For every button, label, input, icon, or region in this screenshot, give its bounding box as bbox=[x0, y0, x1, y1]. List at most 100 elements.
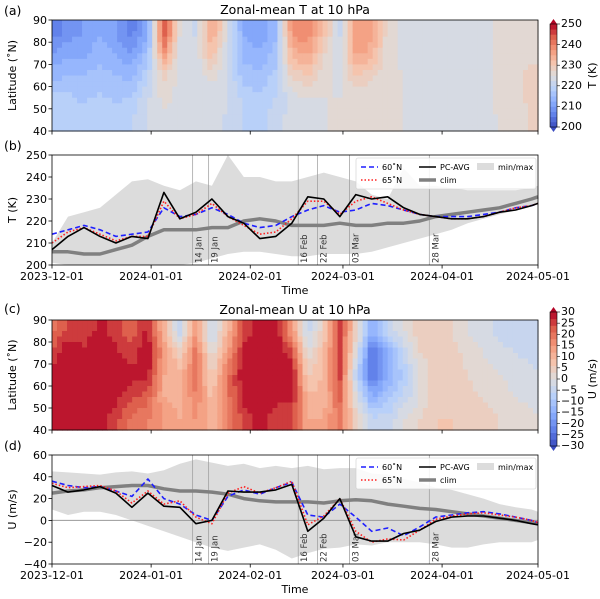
heatmap-cell bbox=[512, 375, 519, 382]
heatmap-cell bbox=[317, 408, 324, 415]
heatmap-cell bbox=[237, 397, 243, 404]
heatmap-cell bbox=[347, 47, 354, 54]
heatmap-cell bbox=[267, 103, 274, 110]
heatmap-cell bbox=[77, 36, 83, 43]
heatmap-cell bbox=[342, 31, 349, 38]
heatmap-cell bbox=[117, 419, 123, 426]
heatmap-cell bbox=[157, 325, 163, 332]
heatmap-cell bbox=[502, 25, 509, 32]
heatmap-cell bbox=[302, 320, 309, 327]
heatmap-cell bbox=[442, 42, 449, 49]
colorbar-segment bbox=[550, 65, 557, 71]
heatmap-cell bbox=[132, 408, 138, 415]
heatmap-cell bbox=[127, 25, 133, 32]
heatmap-cell bbox=[477, 358, 484, 365]
heatmap-cell bbox=[532, 92, 539, 99]
heatmap-cell bbox=[82, 81, 88, 88]
heatmap-cell bbox=[252, 81, 259, 88]
heatmap-cell bbox=[197, 125, 203, 132]
heatmap-cell bbox=[312, 103, 319, 110]
heatmap-cell bbox=[212, 81, 218, 88]
heatmap-cell bbox=[362, 386, 369, 393]
heatmap-cell bbox=[62, 36, 68, 43]
heatmap-cell bbox=[157, 69, 163, 77]
heatmap-cell bbox=[332, 325, 339, 332]
heatmap-cell bbox=[102, 69, 108, 77]
heatmap-cell bbox=[52, 97, 58, 104]
heatmap-cell bbox=[117, 358, 123, 365]
heatmap-cell bbox=[412, 325, 419, 332]
heatmap-cell bbox=[337, 119, 344, 127]
heatmap-cell bbox=[452, 64, 459, 71]
heatmap-cell bbox=[507, 358, 514, 365]
heatmap-cell bbox=[122, 58, 128, 65]
heatmap-cell bbox=[142, 69, 148, 77]
heatmap-cell bbox=[392, 119, 399, 127]
heatmap-cell bbox=[527, 103, 534, 110]
heatmap-cell bbox=[197, 92, 203, 99]
heatmap-cell bbox=[212, 325, 218, 332]
heatmap-cell bbox=[412, 53, 419, 60]
heatmap-cell bbox=[187, 125, 193, 132]
heatmap-cell bbox=[262, 342, 269, 349]
heatmap-cell bbox=[52, 391, 58, 398]
heatmap-cell bbox=[92, 92, 98, 99]
heatmap-cell bbox=[417, 325, 424, 332]
heatmap-cell bbox=[502, 331, 509, 338]
heatmap-cell bbox=[97, 86, 103, 93]
heatmap-cell bbox=[227, 36, 233, 43]
heatmap-cell bbox=[322, 397, 329, 404]
heatmap-cell bbox=[152, 325, 158, 332]
heatmap-cell bbox=[387, 53, 394, 60]
heatmap-cell bbox=[317, 125, 324, 132]
heatmap-cell bbox=[417, 36, 424, 43]
heatmap-cell bbox=[467, 369, 474, 376]
heatmap-cell bbox=[337, 86, 344, 93]
heatmap-cell bbox=[497, 64, 504, 71]
heatmap-cell bbox=[392, 114, 399, 121]
heatmap-cell bbox=[197, 103, 203, 110]
heatmap-cell bbox=[407, 380, 414, 387]
heatmap-cell bbox=[247, 47, 254, 54]
heatmap-cell bbox=[492, 64, 499, 71]
heatmap-cell bbox=[447, 353, 454, 360]
heatmap-cell bbox=[252, 419, 259, 426]
heatmap-cell bbox=[107, 69, 113, 77]
heatmap-cell bbox=[297, 81, 304, 88]
heatmap-cell bbox=[417, 114, 424, 121]
heatmap-cell bbox=[467, 42, 474, 49]
heatmap-cell bbox=[292, 31, 299, 38]
heatmap-cell bbox=[427, 369, 434, 376]
heatmap-cell bbox=[282, 114, 289, 121]
heatmap-cell bbox=[127, 325, 133, 332]
heatmap-cell bbox=[462, 419, 469, 426]
heatmap-cell bbox=[437, 75, 444, 82]
heatmap-cell bbox=[462, 375, 469, 382]
heatmap-cell bbox=[447, 408, 454, 415]
heatmap-cell bbox=[122, 347, 128, 354]
heatmap-cell bbox=[367, 325, 374, 332]
heatmap-cell bbox=[492, 97, 499, 104]
colorbar-tick-label: 220 bbox=[561, 79, 582, 92]
heatmap-cell bbox=[117, 380, 123, 387]
heatmap-cell bbox=[352, 114, 359, 121]
heatmap-cell bbox=[472, 125, 479, 132]
heatmap-cell bbox=[182, 53, 188, 60]
heatmap-cell bbox=[232, 97, 238, 104]
heatmap-cell bbox=[502, 364, 509, 371]
heatmap-cell bbox=[387, 408, 394, 415]
heatmap-cell bbox=[492, 25, 499, 32]
colorbar-segment bbox=[550, 412, 557, 420]
heatmap-cell bbox=[522, 64, 529, 71]
heatmap-cell bbox=[417, 47, 424, 54]
heatmap-cell bbox=[67, 397, 73, 404]
heatmap-cell bbox=[222, 424, 228, 431]
heatmap-cell bbox=[92, 64, 98, 71]
heatmap-cell bbox=[372, 114, 379, 121]
heatmap-cell bbox=[147, 391, 153, 398]
heatmap-cell bbox=[487, 64, 494, 71]
heatmap-cell bbox=[362, 119, 369, 127]
heatmap-cell bbox=[97, 364, 103, 371]
heatmap-cell bbox=[517, 342, 524, 349]
heatmap-cell bbox=[482, 58, 489, 65]
